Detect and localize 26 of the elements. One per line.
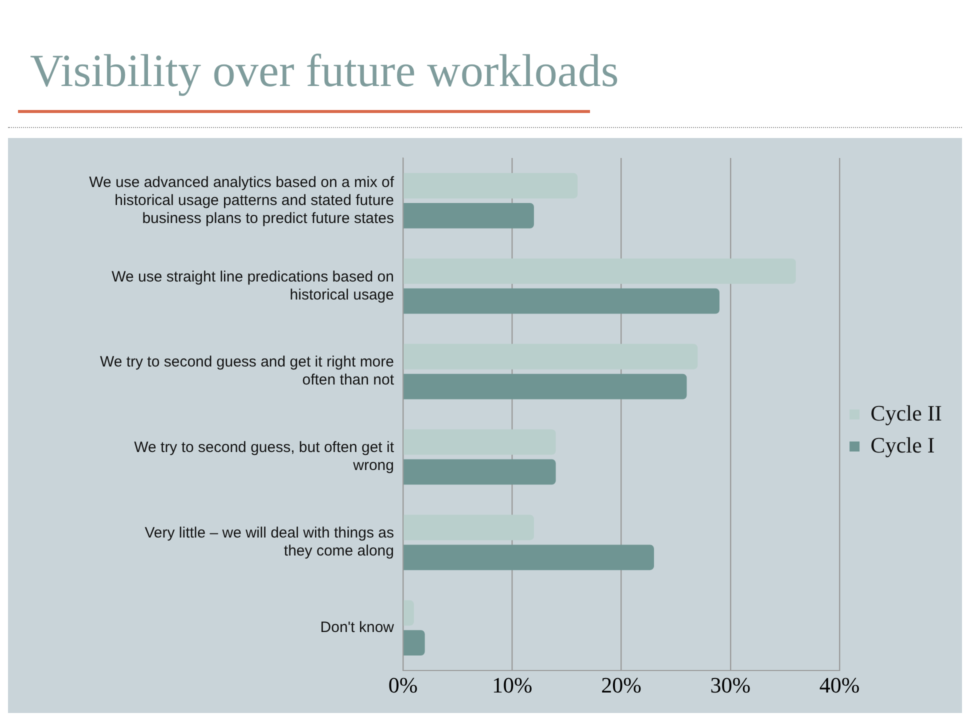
y-tick-label: Very little – we will deal with things as they come along <box>144 524 394 560</box>
chart-title: Visibility over future workloads <box>29 44 620 98</box>
bar <box>404 344 698 370</box>
y-tick-label: Don't know <box>320 619 394 636</box>
bar <box>404 374 687 400</box>
y-tick-label: We use advanced analytics based on a mix of historical usage patterns and stated future business plans to predict future states <box>89 174 395 227</box>
bar <box>404 600 414 626</box>
bar <box>404 459 556 485</box>
bar <box>404 288 720 314</box>
bar <box>404 258 796 284</box>
legend-label: Cycle II <box>870 400 942 426</box>
x-tick-label: 20% <box>601 672 642 698</box>
bar <box>404 514 534 540</box>
y-tick-label: We use straight line predications based on historical usage <box>112 268 394 304</box>
y-tick-label: We try to second guess and get it right more often than not <box>100 354 395 389</box>
bar <box>404 630 425 656</box>
x-tick-label: 10% <box>492 672 532 698</box>
legend-label: Cycle I <box>870 432 935 458</box>
bar <box>404 429 556 455</box>
bar <box>404 202 534 228</box>
x-tick-label: 30% <box>710 672 751 698</box>
bar <box>404 544 654 570</box>
y-tick-label: We try to second guess, but often get it wrong <box>134 439 395 474</box>
x-tick-label: 40% <box>819 672 860 698</box>
bar <box>404 173 578 198</box>
x-tick-label: 0% <box>388 672 418 698</box>
